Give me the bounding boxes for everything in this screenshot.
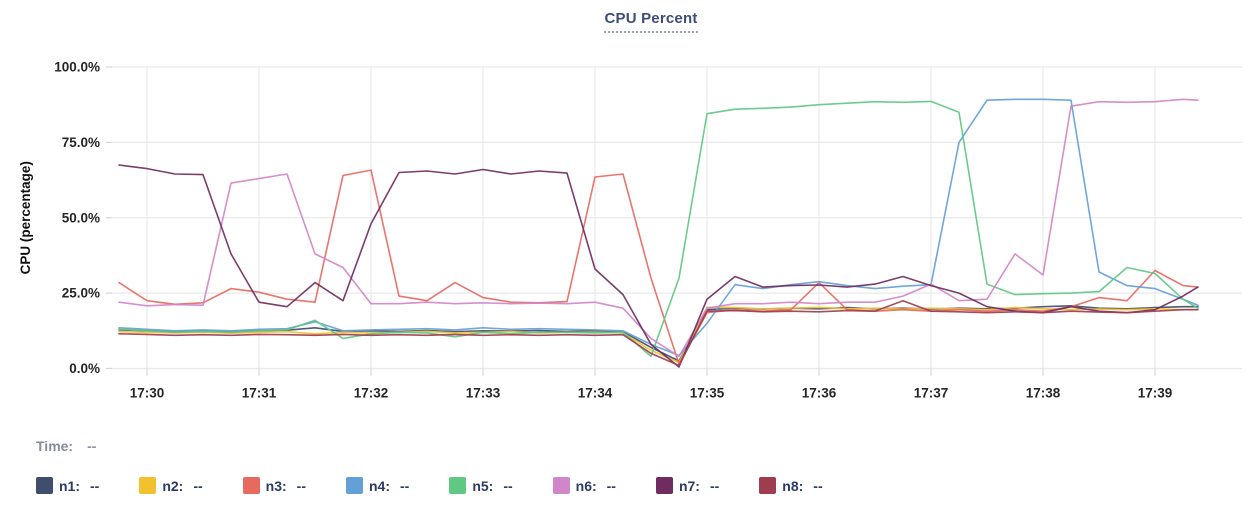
- legend-label-n2: n2:: [162, 477, 184, 494]
- legend-swatch-n4: [345, 477, 363, 494]
- series-line-n4: [118, 98, 1199, 357]
- x-tick-label: 17:37: [914, 386, 949, 401]
- x-tick-label: 17:35: [690, 386, 725, 401]
- chart-legend: n1: -- n2: -- n3: -- n4: -- n5: -- n6: -- n7: -- n8: --: [36, 477, 823, 494]
- x-tick-label: 17:39: [1138, 386, 1173, 401]
- legend-label-n4: n4:: [368, 477, 390, 494]
- legend-value-n4: --: [399, 477, 410, 494]
- x-tick-label: 17:32: [354, 386, 389, 401]
- x-tick-label: 17:38: [1026, 386, 1061, 401]
- chart-title[interactable]: CPU Percent: [604, 10, 698, 33]
- legend-swatch-n7: [655, 477, 673, 494]
- legend-value-n2: --: [193, 477, 203, 494]
- legend-item-n4[interactable]: n4: --: [345, 477, 410, 494]
- y-axis-title: CPU (percentage): [18, 161, 33, 274]
- legend-value-n3: --: [296, 477, 306, 494]
- legend-swatch-n2: [139, 477, 157, 494]
- legend-label-n5: n5:: [472, 477, 494, 494]
- series-line-n5: [118, 100, 1199, 358]
- legend-swatch-n5: [449, 477, 467, 494]
- legend-label-n6: n6:: [575, 477, 597, 494]
- legend-label-n8: n8:: [782, 477, 804, 494]
- legend-item-n6[interactable]: n6: --: [552, 477, 616, 494]
- legend-item-n3[interactable]: n3: --: [242, 477, 306, 494]
- y-tick-label: 50.0%: [62, 210, 100, 225]
- time-readout: Time: --: [36, 438, 96, 454]
- y-tick-label: 25.0%: [62, 286, 100, 301]
- series-line-n8: [118, 299, 1199, 367]
- legend-swatch-n8: [759, 477, 777, 494]
- legend-swatch-n1: [36, 477, 53, 494]
- x-tick-label: 17:33: [466, 386, 501, 401]
- legend-item-n1[interactable]: n1: --: [36, 477, 99, 494]
- time-readout-label: Time:: [36, 438, 74, 454]
- legend-label-n7: n7:: [678, 477, 700, 494]
- legend-value-n6: --: [606, 477, 616, 494]
- legend-swatch-n6: [552, 477, 570, 494]
- x-tick-label: 17:36: [802, 386, 837, 401]
- x-tick-label: 17:34: [578, 386, 613, 401]
- series-line-n3: [118, 169, 1199, 365]
- time-readout-value: --: [87, 438, 97, 454]
- legend-value-n8: --: [813, 477, 823, 494]
- legend-label-n3: n3:: [265, 477, 287, 494]
- legend-label-n1: n1:: [59, 477, 80, 494]
- chart-title-wrap: CPU Percent: [0, 10, 1254, 33]
- y-tick-label: 100.0%: [54, 60, 100, 75]
- y-tick-label: 0.0%: [69, 361, 100, 376]
- y-tick-label: 75.0%: [62, 135, 100, 150]
- x-tick-label: 17:31: [242, 386, 277, 401]
- series-line-n6: [118, 98, 1199, 358]
- legend-value-n1: --: [90, 477, 100, 494]
- legend-item-n5[interactable]: n5: --: [449, 477, 513, 494]
- cpu-percent-chart: 0.0% 25.0% 50.0% 75.0% 100.0% 17:30 17:31 17:32…: [18, 60, 1242, 401]
- legend-item-n2[interactable]: n2: --: [139, 477, 203, 494]
- legend-swatch-n3: [242, 477, 260, 494]
- legend-item-n7[interactable]: n7: --: [655, 477, 720, 494]
- legend-value-n5: --: [503, 477, 513, 494]
- legend-value-n7: --: [709, 477, 720, 494]
- legend-item-n8[interactable]: n8: --: [759, 477, 823, 494]
- x-tick-label: 17:30: [130, 386, 165, 401]
